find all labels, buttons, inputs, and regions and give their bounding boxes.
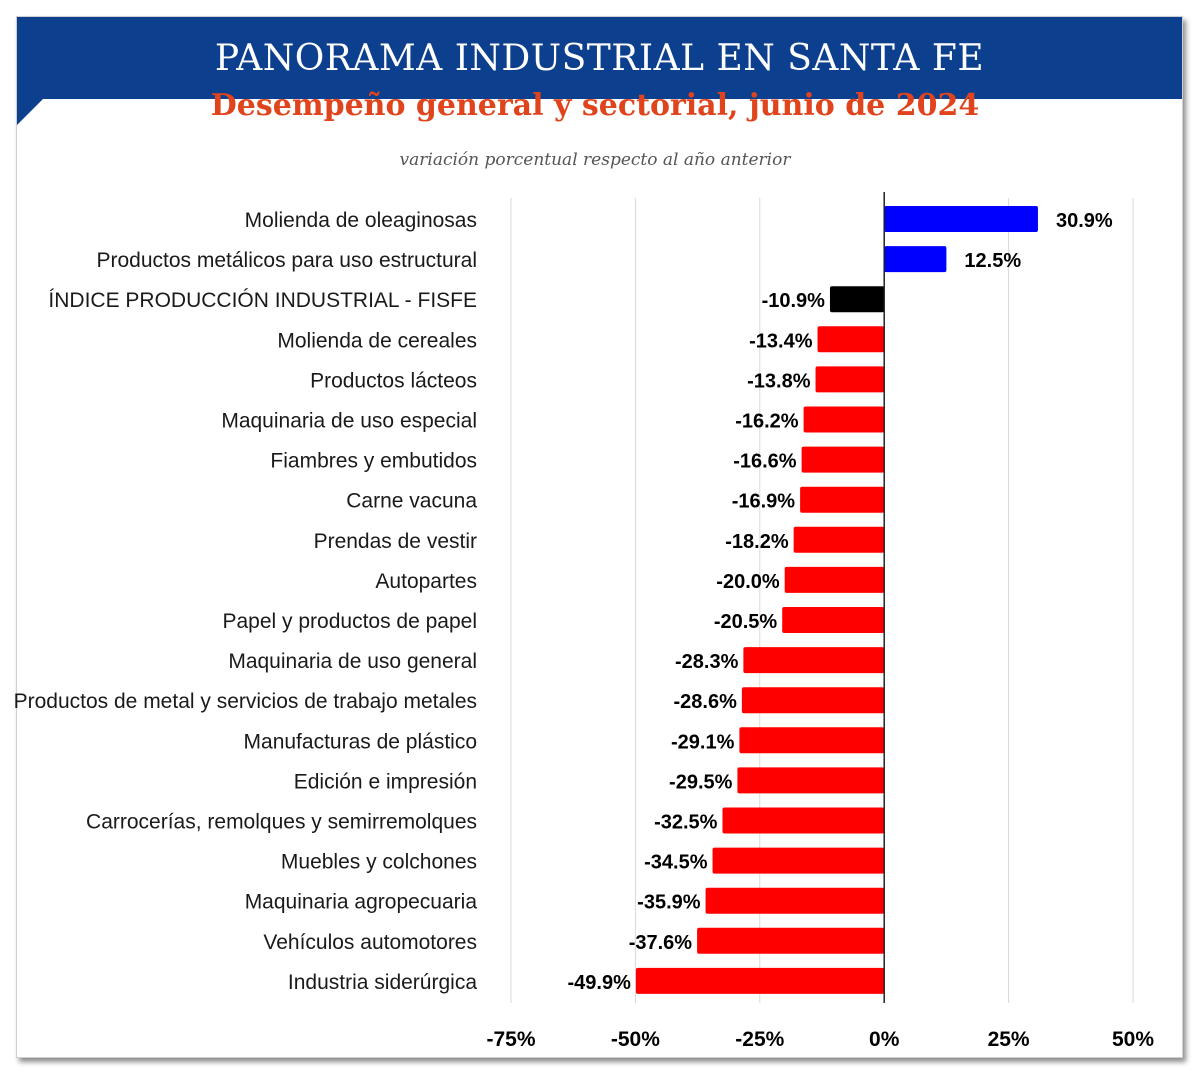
data-label: 12.5%: [964, 250, 1021, 272]
data-label: -16.2%: [735, 411, 799, 433]
bar: [784, 566, 885, 593]
category-label: Fiambres y embutidos: [270, 450, 477, 473]
bar: [635, 967, 885, 994]
chart-subtitle: Desempeño general y sectorial, junio de …: [210, 88, 980, 123]
data-label: -13.8%: [747, 370, 811, 392]
data-label: -35.9%: [637, 892, 701, 914]
category-label: Carrocerías, remolques y semirremolques: [86, 811, 477, 834]
data-label: -29.1%: [671, 731, 735, 753]
category-label: Industria siderúrgica: [288, 971, 477, 994]
category-label: Edición e impresión: [294, 770, 477, 793]
category-label: Papel y productos de papel: [222, 610, 477, 633]
chart-note: variación porcentual respecto al año ant…: [399, 150, 791, 170]
bar: [712, 847, 885, 874]
bar: [741, 687, 885, 714]
category-label: ÍNDICE PRODUCCIÓN INDUSTRIAL - FISFE: [48, 289, 477, 312]
data-label: -32.5%: [654, 812, 718, 834]
x-tick-label: 0%: [869, 1028, 900, 1051]
category-label: Productos de metal y servicios de trabaj…: [14, 690, 477, 713]
bar: [743, 647, 885, 674]
bar: [817, 326, 885, 353]
data-label: -10.9%: [762, 290, 826, 312]
data-label: -18.2%: [725, 531, 789, 553]
bar: [697, 927, 885, 954]
data-label: -37.6%: [629, 932, 693, 954]
category-label: Maquinaria de uso especial: [221, 410, 477, 433]
data-label: -16.6%: [733, 451, 797, 473]
bar: [801, 446, 885, 473]
x-tick-label: -50%: [611, 1028, 660, 1051]
bar: [829, 286, 885, 313]
bar: [739, 727, 885, 754]
category-label: Carne vacuna: [346, 490, 477, 513]
data-label: -16.9%: [732, 491, 796, 513]
data-label: 30.9%: [1056, 210, 1113, 232]
bar: [737, 767, 885, 794]
data-label: -28.6%: [674, 691, 738, 713]
bar: [815, 366, 885, 393]
bar: [884, 206, 1038, 232]
category-label: Manufacturas de plástico: [244, 730, 477, 753]
data-label: -29.5%: [669, 771, 733, 793]
bar: [800, 486, 885, 513]
category-label: Prendas de vestir: [314, 530, 477, 553]
data-label: -34.5%: [644, 852, 708, 874]
x-tick-label: 50%: [1112, 1028, 1154, 1051]
bar: [803, 406, 885, 433]
data-label: -20.5%: [714, 611, 778, 633]
bar: [722, 807, 885, 834]
category-label: Maquinaria agropecuaria: [245, 891, 478, 914]
title-banner: [17, 17, 1182, 99]
bar: [793, 526, 885, 553]
x-tick-label: 25%: [988, 1028, 1030, 1051]
bar: [884, 246, 947, 273]
x-tick-label: -25%: [735, 1028, 784, 1051]
category-label: Vehículos automotores: [263, 931, 477, 954]
bar: [782, 607, 885, 633]
page-title: PANORAMA INDUSTRIAL EN SANTA FE: [214, 37, 985, 79]
category-label: Molienda de oleaginosas: [245, 209, 477, 232]
x-tick-label: -75%: [486, 1028, 535, 1051]
bar: [705, 887, 885, 914]
category-label: Productos metálicos para uso estructural: [96, 249, 477, 272]
data-label: -13.4%: [749, 330, 813, 352]
category-label: Autopartes: [375, 570, 477, 593]
category-label: Molienda de cereales: [277, 329, 477, 352]
banner-notch: [17, 99, 43, 125]
data-label: -20.0%: [716, 571, 780, 593]
chart-card: PANORAMA INDUSTRIAL EN SANTA FE: [16, 16, 1183, 1058]
data-label: -49.9%: [568, 972, 632, 994]
category-label: Muebles y colchones: [281, 851, 477, 874]
category-label: Maquinaria de uso general: [228, 650, 477, 673]
data-label: -28.3%: [675, 651, 739, 673]
category-label: Productos lácteos: [310, 369, 477, 392]
